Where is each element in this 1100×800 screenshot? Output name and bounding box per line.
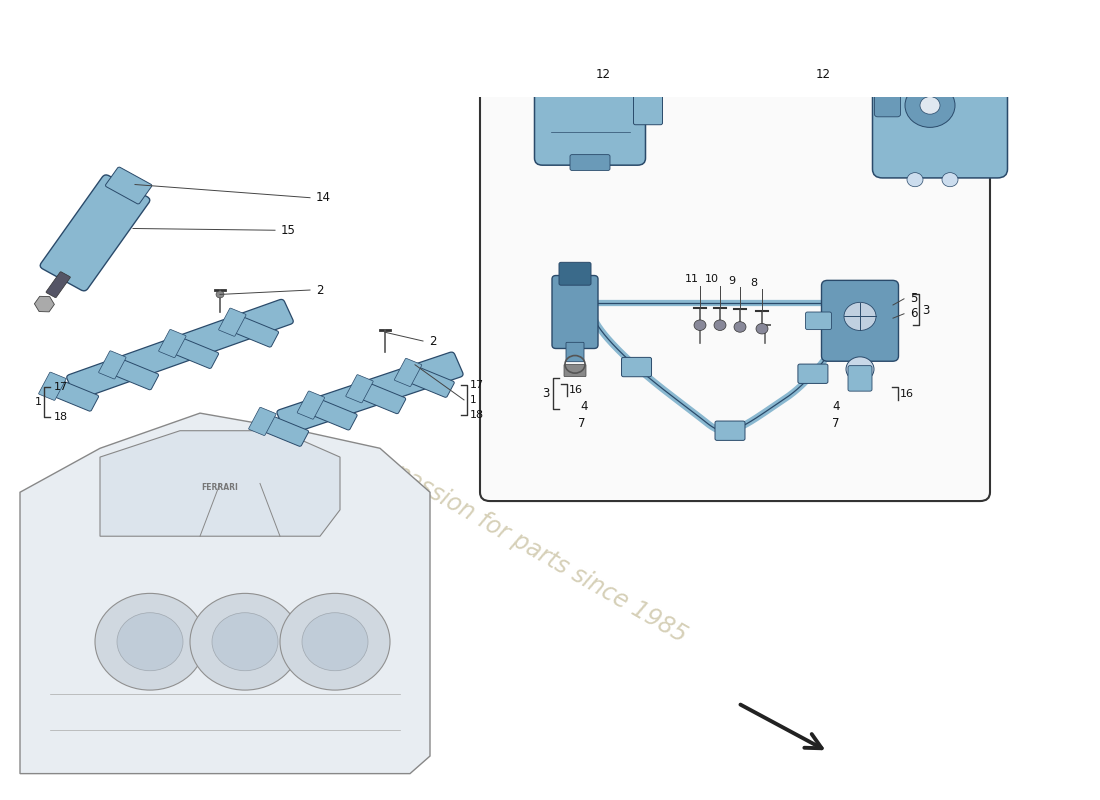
FancyBboxPatch shape [798, 364, 828, 383]
FancyBboxPatch shape [822, 280, 899, 362]
Polygon shape [100, 430, 340, 536]
Text: turoparts: turoparts [587, 362, 854, 410]
Circle shape [846, 357, 874, 382]
Circle shape [212, 613, 278, 670]
Text: 5: 5 [910, 292, 917, 306]
FancyBboxPatch shape [67, 299, 294, 399]
FancyBboxPatch shape [297, 391, 324, 419]
Circle shape [908, 173, 923, 186]
Circle shape [302, 613, 368, 670]
FancyBboxPatch shape [552, 275, 598, 349]
Text: 14: 14 [316, 191, 331, 204]
Circle shape [694, 320, 706, 330]
Text: 4: 4 [832, 399, 839, 413]
FancyBboxPatch shape [111, 358, 158, 390]
Text: 16: 16 [900, 389, 914, 398]
Circle shape [942, 173, 958, 186]
FancyBboxPatch shape [262, 415, 309, 446]
Polygon shape [20, 413, 430, 774]
FancyBboxPatch shape [158, 330, 186, 358]
Text: 1: 1 [35, 397, 42, 406]
Text: 18: 18 [470, 410, 484, 420]
FancyBboxPatch shape [480, 0, 990, 501]
Text: 3: 3 [542, 387, 550, 400]
FancyBboxPatch shape [39, 372, 66, 400]
FancyBboxPatch shape [52, 380, 99, 411]
FancyBboxPatch shape [407, 366, 454, 398]
FancyBboxPatch shape [395, 358, 421, 386]
FancyBboxPatch shape [345, 374, 373, 403]
Text: 7: 7 [578, 417, 585, 430]
Text: FERRARI: FERRARI [201, 483, 239, 492]
Circle shape [216, 291, 224, 298]
Text: 1: 1 [470, 395, 476, 405]
FancyBboxPatch shape [310, 398, 358, 430]
Text: 12: 12 [816, 68, 831, 81]
Text: 17: 17 [470, 380, 484, 390]
Text: 9: 9 [728, 276, 736, 286]
Circle shape [734, 322, 746, 332]
Circle shape [905, 83, 955, 127]
Text: 4: 4 [580, 399, 587, 413]
Text: 10: 10 [705, 274, 719, 285]
FancyBboxPatch shape [99, 351, 127, 379]
FancyBboxPatch shape [41, 175, 150, 291]
Text: 7: 7 [832, 417, 839, 430]
FancyBboxPatch shape [219, 308, 246, 336]
Text: 8: 8 [750, 278, 758, 288]
FancyBboxPatch shape [564, 364, 586, 377]
Text: 2: 2 [429, 334, 437, 347]
Text: 16: 16 [569, 386, 583, 395]
Text: passion for parts since 1985: passion for parts since 1985 [389, 460, 691, 648]
FancyBboxPatch shape [884, 22, 996, 49]
FancyBboxPatch shape [106, 167, 152, 204]
FancyBboxPatch shape [570, 154, 611, 170]
Circle shape [920, 97, 940, 114]
FancyBboxPatch shape [359, 382, 406, 414]
FancyBboxPatch shape [634, 86, 662, 125]
Text: 11: 11 [685, 274, 698, 285]
Polygon shape [34, 296, 54, 312]
FancyBboxPatch shape [874, 63, 901, 117]
Circle shape [280, 594, 390, 690]
Text: 18: 18 [54, 412, 68, 422]
FancyBboxPatch shape [277, 352, 463, 434]
FancyBboxPatch shape [872, 33, 1008, 178]
Circle shape [95, 594, 205, 690]
FancyBboxPatch shape [848, 366, 872, 391]
Circle shape [714, 320, 726, 330]
Circle shape [190, 594, 300, 690]
FancyBboxPatch shape [559, 262, 591, 285]
FancyBboxPatch shape [805, 312, 832, 330]
FancyBboxPatch shape [249, 407, 276, 435]
Text: 6: 6 [910, 307, 917, 320]
Text: 12: 12 [596, 68, 611, 81]
FancyBboxPatch shape [172, 337, 219, 369]
FancyBboxPatch shape [566, 342, 584, 362]
FancyBboxPatch shape [535, 46, 646, 165]
FancyBboxPatch shape [231, 316, 278, 347]
FancyBboxPatch shape [46, 272, 70, 298]
Text: 15: 15 [280, 224, 296, 237]
FancyBboxPatch shape [621, 358, 651, 377]
Circle shape [117, 613, 183, 670]
Text: 17: 17 [54, 382, 68, 392]
Circle shape [844, 302, 876, 330]
Text: 3: 3 [922, 304, 930, 317]
FancyBboxPatch shape [715, 421, 745, 440]
Circle shape [756, 323, 768, 334]
Text: 2: 2 [316, 283, 323, 297]
